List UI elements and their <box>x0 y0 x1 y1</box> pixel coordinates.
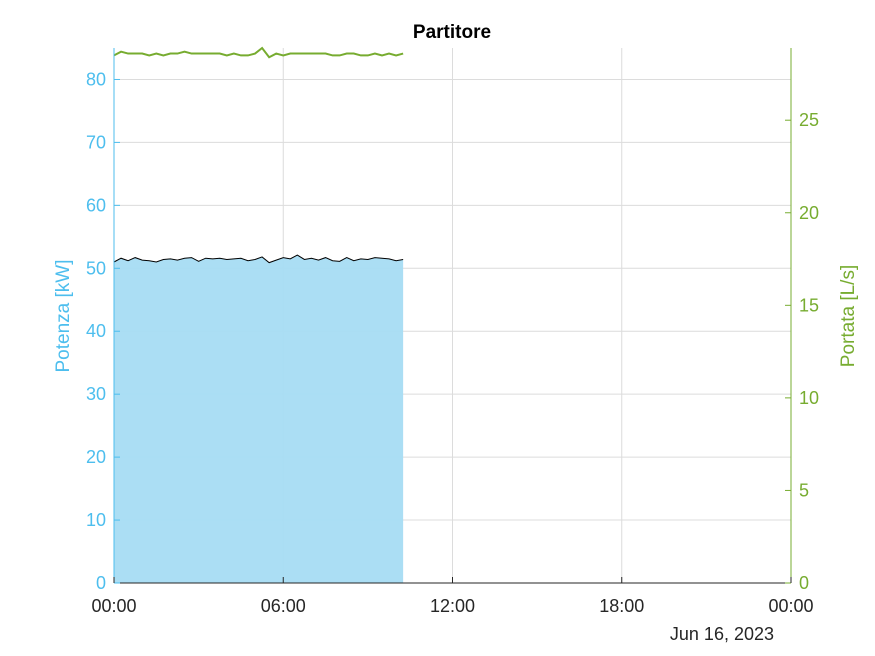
x-tick-label: 18:00 <box>599 596 644 616</box>
y-left-tick-label: 70 <box>86 132 106 152</box>
y-left-tick-label: 40 <box>86 321 106 341</box>
date-label: Jun 16, 2023 <box>670 624 774 644</box>
y-left-tick-label: 20 <box>86 447 106 467</box>
y-left-tick-label: 50 <box>86 258 106 278</box>
y-left-tick-label: 60 <box>86 195 106 215</box>
x-tick-label: 00:00 <box>91 596 136 616</box>
y-right-tick-label: 10 <box>799 388 819 408</box>
y-left-tick-label: 0 <box>96 573 106 593</box>
y-right-tick-label: 25 <box>799 110 819 130</box>
y-left-tick-label: 80 <box>86 69 106 89</box>
y-right-tick-label: 20 <box>799 203 819 223</box>
y-left-tick-label: 10 <box>86 510 106 530</box>
y-left-tick-label: 30 <box>86 384 106 404</box>
plot-marks <box>113 46 404 583</box>
y-right-tick-label: 5 <box>799 480 809 500</box>
y-axis-left-label: Potenza [kW] <box>53 260 74 373</box>
x-tick-label: 12:00 <box>430 596 475 616</box>
axes: 0 10 20 30 40 50 60 70 80 0 5 10 15 20 25 00:00 06:00 12:… <box>86 48 819 616</box>
y-right-tick-label: 0 <box>799 573 809 593</box>
x-tick-label: 00:00 <box>768 596 813 616</box>
y-axis-right-label: Portata [L/s] <box>838 265 859 367</box>
chart-title: Partitore <box>413 22 491 43</box>
portata-line <box>113 46 404 59</box>
potenza-area-outline <box>113 254 404 264</box>
potenza-area-fill <box>114 255 404 583</box>
y-right-tick-label: 15 <box>799 295 819 315</box>
x-tick-label: 06:00 <box>261 596 306 616</box>
